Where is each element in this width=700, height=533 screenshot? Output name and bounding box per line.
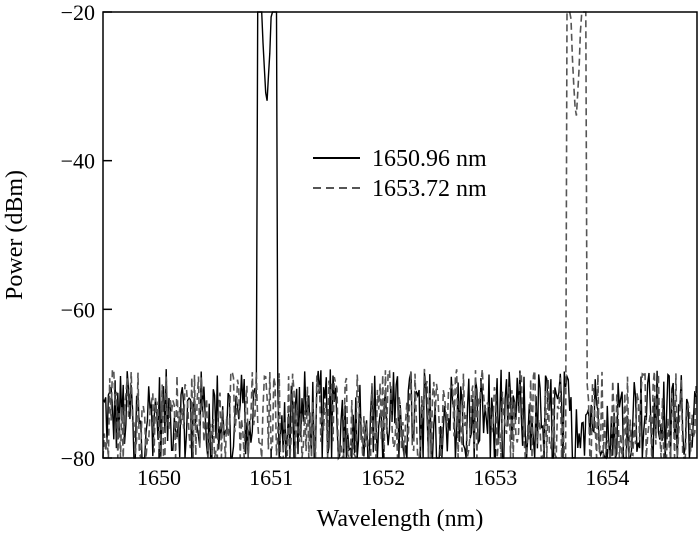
x-tick-label: 1652 xyxy=(361,465,405,490)
x-tick-label: 1654 xyxy=(585,465,629,490)
x-tick-label: 1650 xyxy=(137,465,181,490)
y-tick-label: −60 xyxy=(61,297,95,322)
x-axis-title: Wavelength (nm) xyxy=(317,506,484,532)
series-2-line xyxy=(102,11,697,460)
series-layer xyxy=(102,11,697,461)
y-tick-label: −20 xyxy=(61,0,95,25)
y-tick-label: −40 xyxy=(61,149,95,174)
legend-label-series-2: 1653.72 nm xyxy=(372,176,487,202)
ticks-layer: 1650 1651 1652 1653 1654 −80 −60 −40 −20 xyxy=(61,0,630,490)
y-axis-title: Power (dBm) xyxy=(2,170,28,300)
legend: 1650.96 nm 1653.72 nm xyxy=(313,146,487,202)
y-tick-label: −80 xyxy=(61,446,95,471)
plot-frame xyxy=(102,11,698,459)
legend-label-series-1: 1650.96 nm xyxy=(372,146,487,172)
x-tick-label: 1651 xyxy=(249,465,293,490)
x-tick-label: 1653 xyxy=(473,465,517,490)
